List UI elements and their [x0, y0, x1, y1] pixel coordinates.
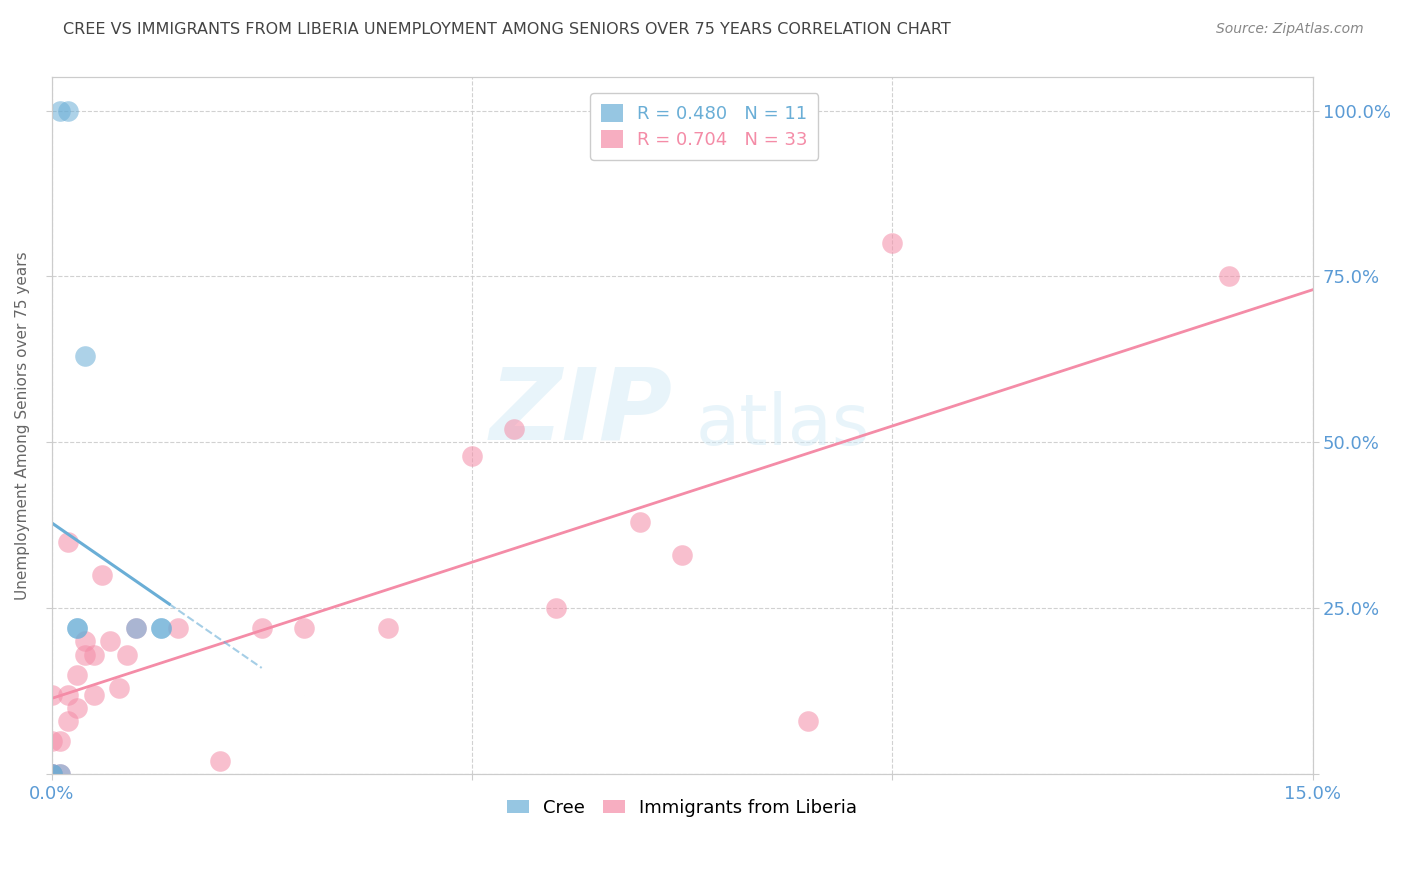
- Point: [377, 621, 399, 635]
- Point: [124, 621, 146, 635]
- Point: [49, 103, 72, 118]
- Y-axis label: Unemployment Among Seniors over 75 years: Unemployment Among Seniors over 75 years: [15, 252, 30, 600]
- Point: [66, 621, 89, 635]
- Point: [83, 688, 105, 702]
- Point: [503, 422, 526, 436]
- Point: [41, 767, 63, 781]
- Point: [1218, 269, 1240, 284]
- Text: atlas: atlas: [696, 392, 870, 460]
- Point: [797, 714, 820, 728]
- Point: [166, 621, 188, 635]
- Point: [124, 621, 146, 635]
- Point: [66, 667, 89, 681]
- Point: [58, 688, 80, 702]
- Point: [149, 621, 172, 635]
- Legend: Cree, Immigrants from Liberia: Cree, Immigrants from Liberia: [499, 792, 865, 824]
- Point: [41, 734, 63, 748]
- Point: [49, 767, 72, 781]
- Point: [882, 236, 904, 251]
- Point: [544, 601, 567, 615]
- Point: [461, 449, 484, 463]
- Point: [58, 103, 80, 118]
- Point: [75, 349, 97, 363]
- Point: [66, 621, 89, 635]
- Point: [58, 714, 80, 728]
- Point: [41, 688, 63, 702]
- Point: [58, 535, 80, 549]
- Point: [107, 681, 129, 695]
- Point: [41, 767, 63, 781]
- Point: [671, 548, 693, 562]
- Point: [208, 754, 231, 768]
- Point: [628, 515, 651, 529]
- Point: [115, 648, 138, 662]
- Point: [292, 621, 315, 635]
- Point: [250, 621, 273, 635]
- Point: [49, 734, 72, 748]
- Point: [100, 634, 122, 648]
- Text: Source: ZipAtlas.com: Source: ZipAtlas.com: [1216, 22, 1364, 37]
- Point: [66, 700, 89, 714]
- Point: [49, 767, 72, 781]
- Text: ZIP: ZIP: [489, 363, 672, 460]
- Point: [75, 648, 97, 662]
- Text: CREE VS IMMIGRANTS FROM LIBERIA UNEMPLOYMENT AMONG SENIORS OVER 75 YEARS CORRELA: CREE VS IMMIGRANTS FROM LIBERIA UNEMPLOY…: [63, 22, 950, 37]
- Point: [41, 767, 63, 781]
- Point: [149, 621, 172, 635]
- Point: [83, 648, 105, 662]
- Point: [91, 568, 114, 582]
- Point: [41, 767, 63, 781]
- Point: [75, 634, 97, 648]
